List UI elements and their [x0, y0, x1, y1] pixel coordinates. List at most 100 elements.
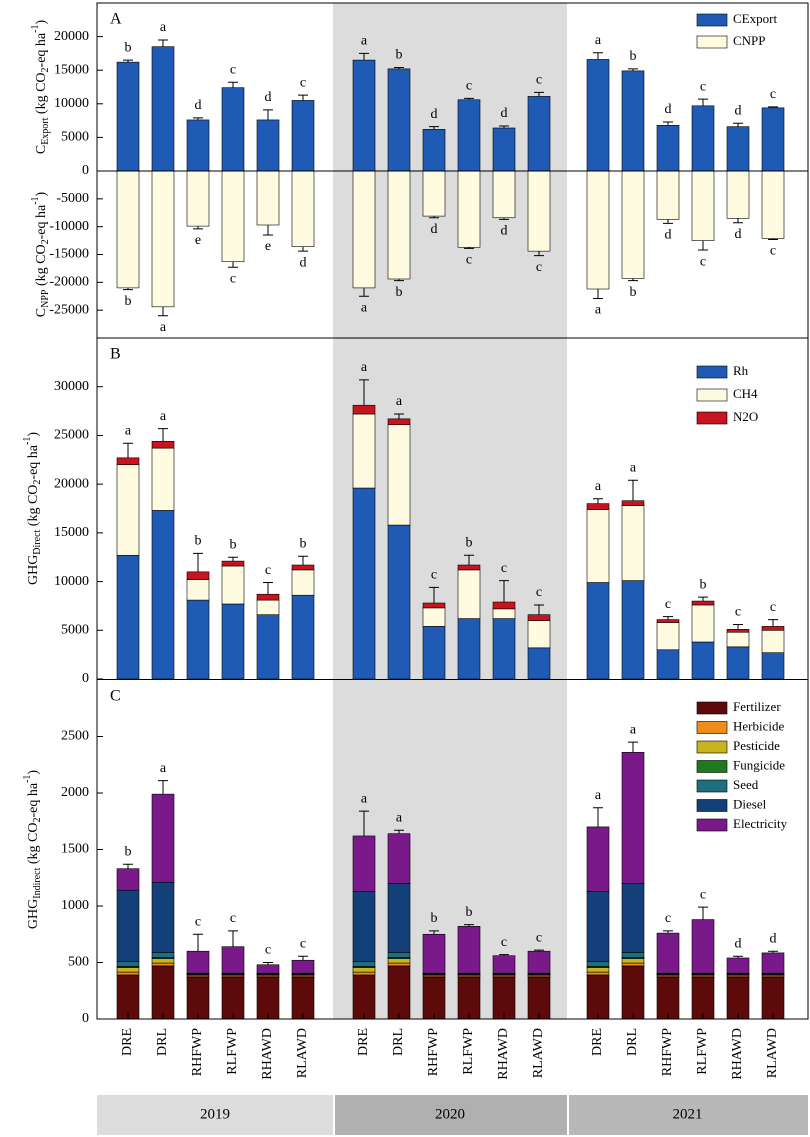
legend-swatch [696, 13, 728, 27]
bar [586, 971, 610, 976]
legend-swatch [696, 35, 728, 49]
x-tick-label: RHFWP [190, 1028, 205, 1076]
bar [291, 100, 315, 172]
x-tick-label: RLFWP [461, 1028, 476, 1075]
error-bar [534, 91, 544, 97]
bar [586, 961, 610, 967]
x-tick-label: RLFWP [225, 1028, 240, 1075]
y-tick-label: 500 [68, 955, 89, 970]
significance-letter: c [700, 887, 706, 902]
y-axis-label: CNPP (kg CO2-eq ha-1) [30, 191, 51, 317]
bar [492, 618, 516, 680]
bar [527, 614, 551, 621]
bar [387, 418, 411, 426]
bar [457, 569, 481, 619]
error-bar [193, 552, 203, 572]
significance-letter: c [501, 561, 507, 576]
y-tick-label: 0 [82, 1011, 89, 1026]
significance-letter: a [595, 788, 602, 803]
significance-letter: a [160, 320, 167, 335]
bar [492, 976, 516, 1020]
y-tick-label: -20000 [49, 275, 89, 290]
bar [256, 170, 280, 226]
y-tick-label: 1000 [61, 898, 89, 913]
significance-letter: b [431, 911, 438, 926]
bar [621, 500, 645, 506]
significance-letter: b [396, 48, 403, 63]
error-bar [158, 306, 168, 317]
error-bar [158, 428, 168, 442]
bar [256, 614, 280, 680]
x-tick-label: DRE [356, 1028, 371, 1056]
bar [151, 46, 175, 172]
error-bar [123, 287, 133, 291]
error-bar [359, 379, 369, 406]
significance-letter: c [700, 79, 706, 94]
bar [352, 971, 376, 976]
error-bar [534, 949, 544, 952]
bar [422, 602, 446, 609]
error-bar [768, 106, 778, 108]
bar [221, 946, 245, 974]
error-bar [464, 554, 474, 566]
bar [116, 961, 140, 967]
significance-letter: d [501, 106, 508, 121]
significance-letter: a [630, 722, 637, 737]
bar [387, 833, 411, 884]
error-bar [158, 780, 168, 795]
panel-label: C [110, 688, 121, 705]
significance-letter: c [770, 244, 776, 259]
error-bar [663, 219, 673, 224]
x-tick-label: RLAWD [765, 1028, 780, 1078]
bar [656, 649, 680, 680]
error-bar [263, 224, 273, 236]
bar [457, 618, 481, 680]
bar [151, 881, 175, 953]
y-axis-label-part: Direct [32, 529, 43, 554]
bar [352, 59, 376, 172]
y-tick-label: -5000 [56, 191, 89, 206]
bar [457, 926, 481, 974]
bar [621, 170, 645, 279]
bar [256, 119, 280, 172]
y-axis-label-part: 2 [32, 480, 43, 485]
error-bar [499, 954, 509, 956]
bar [691, 976, 715, 1020]
y-axis-label-part: 2 [32, 818, 43, 823]
bar [492, 955, 516, 974]
y-axis-label-part: -eq ha [26, 444, 41, 479]
significance-letter: c [300, 75, 306, 90]
bar [116, 170, 140, 289]
significance-letter: a [396, 811, 403, 826]
legend-swatch [696, 721, 728, 734]
significance-letter: d [431, 107, 438, 122]
error-bar [628, 479, 638, 501]
significance-letter: a [361, 360, 368, 375]
y-tick-label: 5000 [61, 623, 89, 638]
bar [586, 509, 610, 583]
legend-swatch [696, 760, 728, 773]
bar [621, 580, 645, 680]
bar [621, 952, 645, 958]
bar [256, 976, 280, 1020]
significance-letter: a [361, 300, 368, 315]
significance-letter: c [265, 563, 271, 578]
bar [492, 601, 516, 610]
error-bar [593, 498, 603, 504]
error-bar [768, 619, 778, 627]
bar [116, 554, 140, 680]
x-tick-label: RLAWD [531, 1028, 546, 1078]
bar [151, 952, 175, 958]
bar [586, 826, 610, 892]
y-axis-label-part: C [34, 308, 49, 317]
y-axis-label-part: Indirect [32, 867, 43, 898]
legend-label: Electricity [733, 816, 788, 831]
bar [221, 603, 245, 680]
y-tick-label: 15000 [54, 62, 89, 77]
bar [656, 932, 680, 974]
error-bar [628, 278, 638, 282]
error-bar [193, 117, 203, 120]
bar [621, 883, 645, 953]
bar [291, 170, 315, 248]
significance-letter: a [361, 34, 368, 49]
